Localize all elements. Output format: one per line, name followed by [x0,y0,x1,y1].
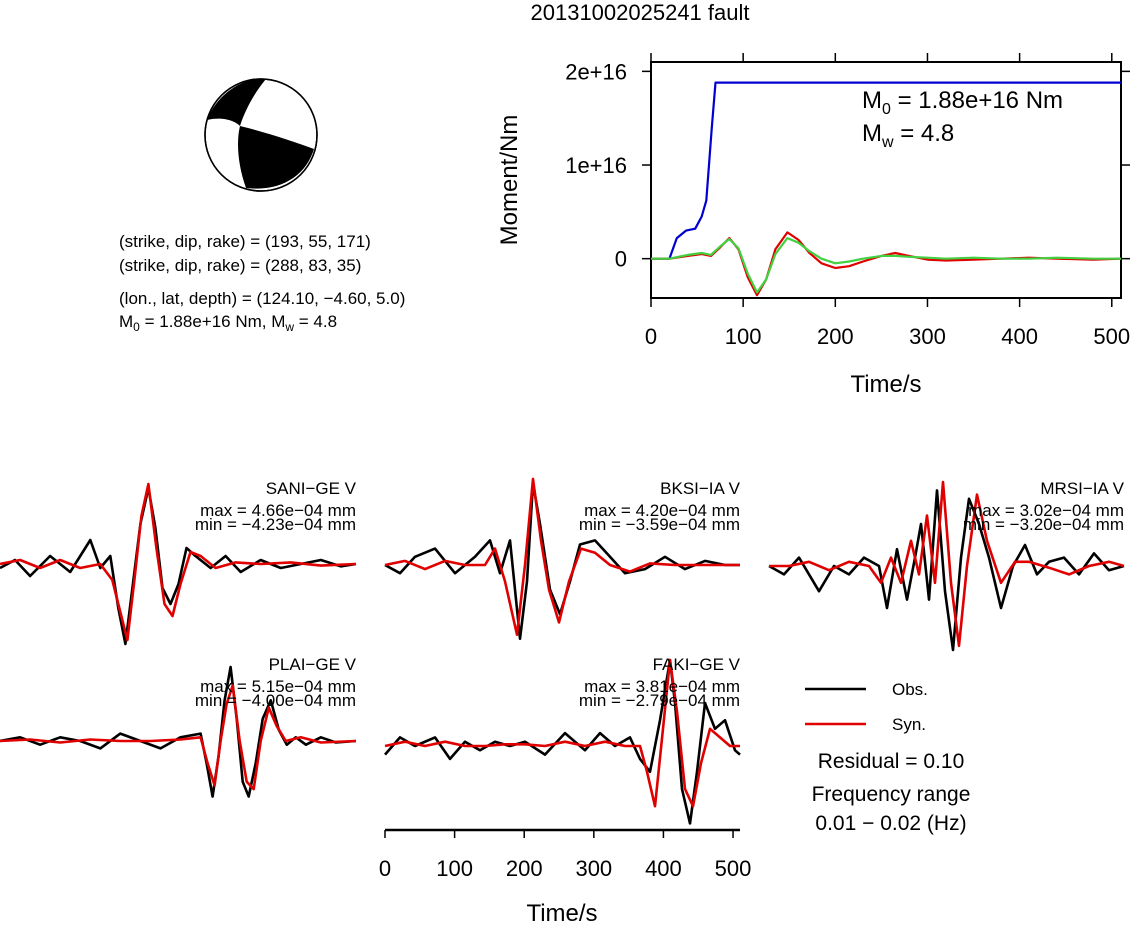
info-nodal-plane-1: (strike, dip, rake) = (193, 55, 171) [119,232,371,251]
moment-series-blue [651,81,1121,260]
waveform-observed [384,658,741,825]
info-nodal-plane-2: (strike, dip, rake) = (288, 83, 35) [119,256,361,275]
figure-title: 20131002025241 fault [531,0,750,25]
waveform-xtick-label: 100 [436,856,473,881]
beachball-compressional-lower [238,126,314,189]
moment-xtick-label: 200 [817,324,854,349]
waveform-max-label: max = 3.02e−04 mm [968,501,1124,520]
info-location: (lon., lat, depth) = (124.10, −4.60, 5.0… [119,289,405,308]
info-moment: M0 = 1.88e+16 Nm, Mw = 4.8 [119,312,337,334]
waveform-synthetic [384,658,740,808]
moment-xtick-label: 400 [1001,324,1038,349]
waveform-xlabel: Time/s [526,900,597,926]
moment-m0-annotation: M0 = 1.88e+16 Nm [862,87,1063,118]
moment-plot-frame [650,61,1122,299]
waveform-min-label: min = −3.20e−04 mm [963,515,1124,534]
source-info: (strike, dip, rake) = (193, 55, 171) (st… [119,232,405,334]
frequency-range-label: Frequency range [812,783,971,806]
waveform-max-label: max = 4.66e−04 mm [200,501,356,520]
waveform-xtick-label: 200 [506,856,543,881]
waveform-xtick-label: 300 [575,856,612,881]
waveform-synthetic [0,482,357,642]
waveform-station-label: MRSI−IA V [1040,479,1124,498]
moment-xtick-label: 100 [725,324,762,349]
moment-xtick-label: 0 [645,324,657,349]
waveform-station-label: BKSI−IA V [660,479,741,498]
moment-ytick-label: 1e+16 [565,153,627,178]
waveform-max-label: max = 5.15e−04 mm [200,677,356,696]
waveform-min-label: min = −3.59e−04 mm [579,515,740,534]
waveform-observed [0,665,357,798]
moment-xlabel: Time/s [850,371,921,398]
frequency-range-value: 0.01 − 0.02 (Hz) [815,812,966,835]
waveform-min-label: min = −4.00e−04 mm [195,691,356,710]
residual-text: Residual = 0.10 [818,750,965,773]
waveform-station-label: FAKI−GE V [653,655,741,674]
waveform-observed [384,481,740,641]
waveform-station-label: PLAI−GE V [269,655,357,674]
waveform-observed [768,489,1125,652]
waveform-station-label: SANI−GE V [266,479,357,498]
moment-series-green [651,237,1121,294]
waveform-min-label: min = −2.79e−04 mm [579,691,740,710]
waveform-max-label: max = 3.81e−04 mm [584,677,740,696]
moment-mw-annotation: Mw = 4.8 [862,120,954,151]
moment-xtick-label: 300 [909,324,946,349]
waveform-min-label: min = −4.23e−04 mm [195,515,356,534]
moment-plot: 0 100 200 300 400 500 0 1e+16 2e+16 Time/s Mome… [496,53,1130,398]
beachball [204,78,318,192]
moment-xtick-label: 500 [1093,324,1130,349]
waveform-xtick-label: 0 [379,856,391,881]
waveform-xtick-label: 500 [715,856,752,881]
waveform-synthetic [384,477,740,637]
moment-ylabel: Moment/Nm [496,115,523,246]
waveform-xtick-label: 400 [645,856,682,881]
legend-obs-label: Obs. [892,680,928,699]
waveform-synthetic [769,480,1125,648]
waveform-synthetic [0,684,357,791]
moment-ytick-label: 2e+16 [565,59,627,84]
moment-ytick-label: 0 [615,247,627,272]
moment-series-red [651,231,1122,297]
beachball-compressional-upper [207,78,266,126]
waveform-max-label: max = 4.20e−04 mm [584,501,740,520]
legend-syn-label: Syn. [892,715,926,734]
waveform-time-axis: 0 100 200 300 400 500 Time/s [379,828,752,926]
legend: Obs. Syn. Residual = 0.10 Frequency rang… [805,680,970,835]
